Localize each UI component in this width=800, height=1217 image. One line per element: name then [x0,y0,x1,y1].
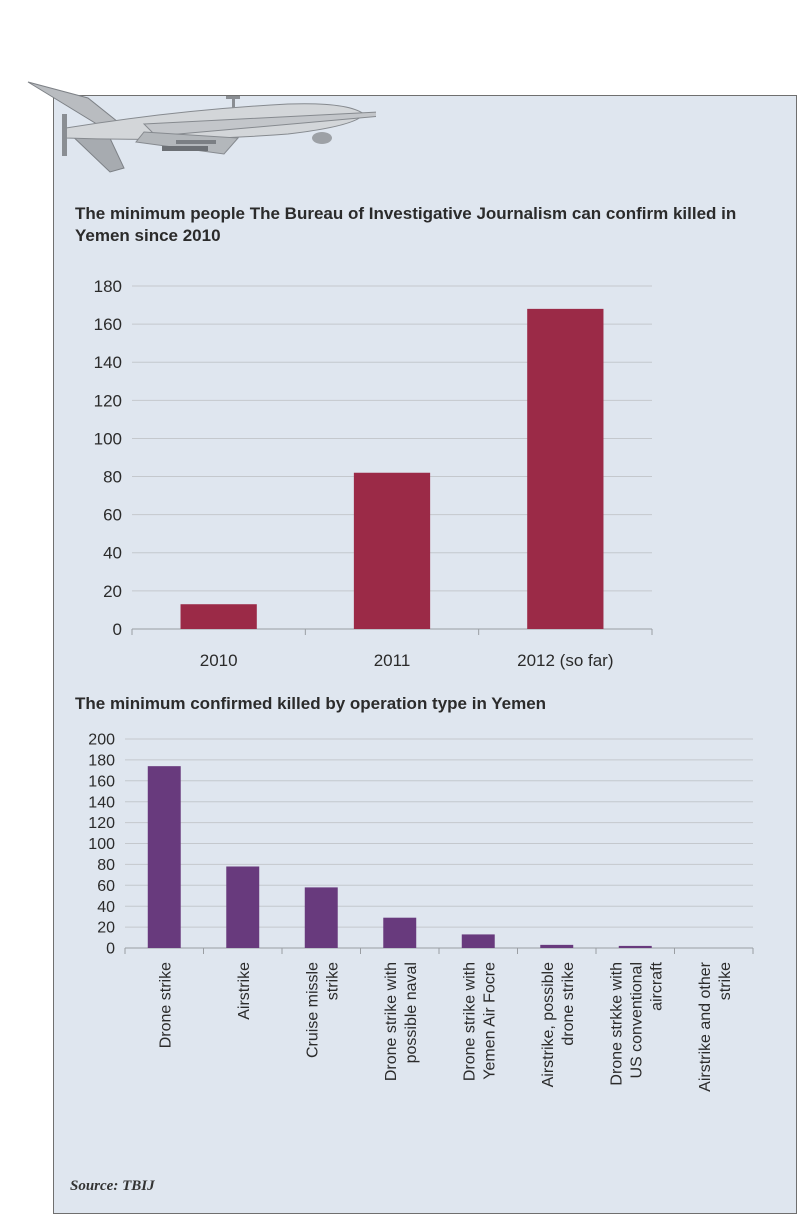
bar [180,604,257,629]
y-tick-label: 180 [94,277,122,296]
chart1-bars [180,308,604,629]
bar [304,887,338,948]
y-tick-label: 120 [94,391,122,410]
x-tick-label: Airstrike, possible drone strike [540,962,577,1087]
y-tick-label: 60 [97,878,115,895]
chart-title-killed-by-year: The minimum people The Bureau of Investi… [75,204,737,245]
x-tick-label: Cruise missle strike [304,962,341,1058]
chart1-x-axis: 2010 2011 2012 (so far) [131,629,653,670]
x-tick-label: Drone strike with Yemen Air Focre [461,962,498,1081]
y-tick-label: 60 [103,506,122,525]
x-tick-label: 2012 (so far) [517,651,613,670]
bar [147,766,181,948]
bar [383,917,417,948]
chart2-bars [147,766,652,948]
source-note: Source: TBIJ [70,1178,155,1194]
y-tick-label: 40 [97,899,115,916]
chart2-x-axis: Drone strike Airstrike Cruise missle strike… [124,948,754,1092]
x-tick-label: 2010 [200,651,238,670]
chart-panel [53,95,797,1214]
bar [540,944,574,948]
chart-title-killed-by-operation: The minimum confirmed killed by operatio… [75,694,547,713]
y-tick-label: 80 [97,857,115,874]
y-tick-label: 0 [113,620,122,639]
y-tick-label: 80 [103,468,122,487]
y-tick-label: 100 [88,836,115,853]
x-tick-label: Airstrike and other strike [697,961,734,1092]
chart2-y-axis: 0 20 40 60 80 100 120 140 160 180 200 [88,732,115,958]
y-tick-label: 160 [94,315,122,334]
y-tick-label: 120 [88,815,115,832]
x-tick-label: Drone strkke with US conventional aircraft [608,961,665,1085]
x-tick-label: Airstrike [236,962,253,1020]
y-tick-label: 20 [103,582,122,601]
bar [618,945,652,948]
bar [353,472,431,629]
y-tick-label: 140 [88,794,115,811]
y-tick-label: 100 [94,429,122,448]
y-tick-label: 20 [97,920,115,937]
y-tick-label: 160 [88,773,115,790]
chart2-gridlines [125,738,753,949]
y-tick-label: 200 [88,732,115,749]
chart1-y-axis: 0 20 40 60 80 100 120 140 160 180 [94,277,122,639]
drone-icon [27,81,376,173]
x-tick-label: 2011 [374,651,411,670]
x-tick-label: Drone strike with possible naval [383,962,420,1081]
y-tick-label: 40 [103,544,122,563]
x-tick-label: Drone strike [157,962,174,1048]
bar [527,308,604,629]
bar [461,934,495,948]
y-tick-label: 140 [94,353,122,372]
bar [226,866,260,948]
y-tick-label: 0 [106,941,115,958]
y-tick-label: 180 [88,753,115,770]
